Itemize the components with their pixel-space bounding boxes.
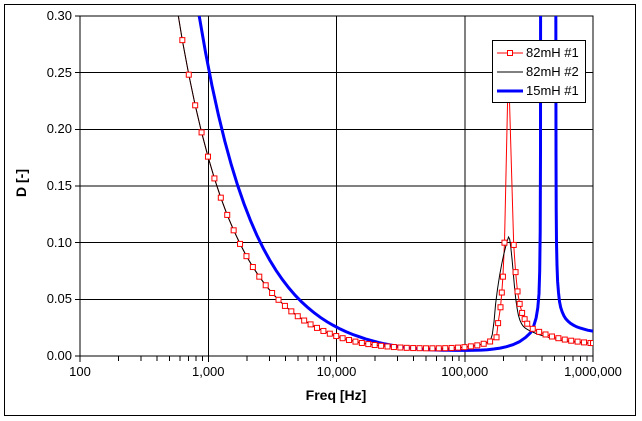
series-layer [177,16,593,352]
legend-sample-line-82mH-2 [497,71,523,72]
legend-item: 82mH #1 [497,43,585,62]
legend-item: 82mH #2 [497,62,585,81]
y-axis-tick-label: 0.00 [46,348,72,363]
x-axis-tick-label: 1,000,000 [564,364,622,379]
x-axis-tick-label: 1,000 [191,364,225,379]
legend-label: 82mH #2 [526,64,579,79]
y-axis-tick-label: 0.10 [46,234,72,250]
x-axis-title: Freq [Hz] [305,387,367,403]
legend-label: 15mH #1 [526,83,579,98]
series-markers-82mH-1 [179,37,593,352]
x-axis-tick-label: 10,000 [316,364,357,379]
legend: 82mH #1 82mH #2 15mH #1 [492,40,586,103]
chart-border [4,4,636,416]
y-axis-tick-label: 0.20 [46,121,72,137]
legend-sample-line-82mH-1 [497,49,523,56]
y-axis-title: D [-] [13,169,29,197]
legend-item: 15mH #1 [497,81,585,100]
legend-label: 82mH #1 [526,45,579,60]
x-axis-tick-label: 100,000 [441,364,489,379]
x-axis-tick-label: 100 [69,364,91,379]
y-axis-tick-label: 0.15 [46,178,72,193]
y-axis-tick-label: 0.05 [46,291,72,307]
legend-sample-line-15mH-1 [497,89,523,92]
y-axis-tick-label: 0.30 [46,8,72,23]
y-axis-tick-label: 0.25 [46,64,72,80]
